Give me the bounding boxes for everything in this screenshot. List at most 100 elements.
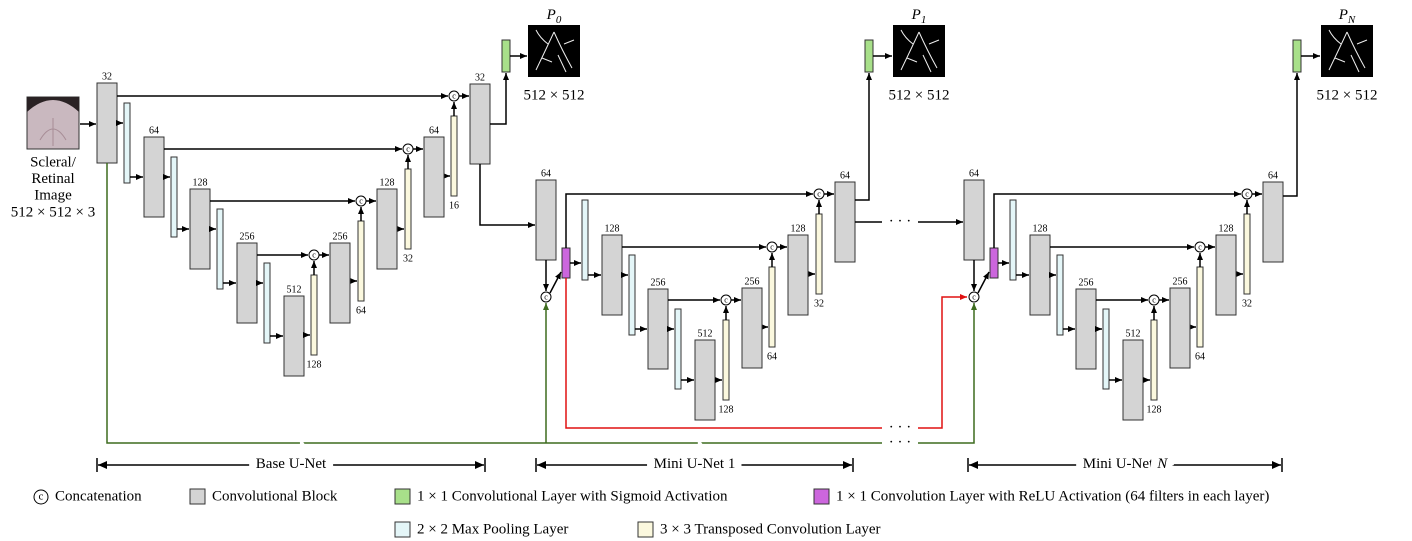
- conv-block: [96, 82, 118, 164]
- output-vessels: [1328, 29, 1368, 73]
- output-size: 512 × 512: [889, 87, 950, 103]
- block-label: 256: [1079, 277, 1094, 288]
- block-label: 32: [403, 253, 413, 264]
- block-label: 512: [287, 284, 302, 295]
- transposed-conv: [404, 168, 412, 250]
- input-label: Image: [34, 187, 72, 203]
- concat-symbol: c: [770, 242, 774, 251]
- sigmoid-conv: [501, 39, 511, 73]
- transposed-conv: [310, 274, 318, 356]
- conv-block: [694, 339, 716, 421]
- input-label: Scleral/: [30, 154, 77, 170]
- conv-block: [1075, 288, 1097, 370]
- conv-block: [787, 234, 809, 316]
- skip-line: [918, 303, 977, 444]
- concat-symbol: c: [1198, 242, 1202, 251]
- block-label: 64: [969, 168, 979, 179]
- output-size: 512 × 512: [524, 87, 585, 103]
- transposed-conv: [1196, 266, 1204, 348]
- legend-concat-icon: [33, 489, 49, 505]
- transposed-conv: [1243, 213, 1251, 295]
- legend-swatch: [813, 488, 830, 505]
- output-name: P: [911, 7, 921, 23]
- block-label: 128: [1033, 223, 1048, 234]
- concat-symbol: c: [406, 144, 410, 153]
- legend-concat-symbol: c: [39, 491, 44, 503]
- block-label: 128: [307, 359, 322, 370]
- concat-symbol: c: [544, 292, 548, 301]
- output-sub: 1: [921, 14, 927, 26]
- concat-symbol: c: [1152, 295, 1156, 304]
- block-label: 64: [840, 170, 850, 181]
- transposed-conv: [357, 220, 365, 302]
- conv-block: [143, 136, 165, 218]
- block-label: 256: [651, 277, 666, 288]
- input-image-shade: [27, 97, 79, 112]
- max-pool: [263, 262, 271, 344]
- concat-symbol: c: [972, 292, 976, 301]
- block-label: 64: [429, 125, 439, 136]
- legend-swatch: [394, 488, 411, 505]
- output-vessels: [900, 29, 940, 73]
- block-label: 128: [791, 223, 806, 234]
- legend-label: 1 × 1 Convolution Layer with ReLU Activa…: [836, 488, 1269, 504]
- conv-block: [283, 295, 305, 377]
- max-pool: [1056, 254, 1064, 336]
- skip-line: [106, 163, 882, 444]
- output-vessels: [535, 29, 575, 73]
- block-label: 128: [193, 177, 208, 188]
- conv-block: [469, 83, 491, 165]
- block-label: 256: [745, 276, 760, 287]
- concat-symbol: c: [724, 295, 728, 304]
- max-pool: [1009, 199, 1017, 281]
- max-pool: [216, 208, 224, 290]
- sigmoid-conv: [864, 39, 874, 73]
- relu-conv: [989, 247, 999, 279]
- transposed-conv: [450, 115, 458, 197]
- arrow: [490, 73, 509, 125]
- output-label: PN: [1338, 7, 1356, 25]
- conv-block: [963, 179, 985, 261]
- conv-block: [601, 234, 623, 316]
- block-label: 512: [1126, 328, 1141, 339]
- output-name: P: [1338, 7, 1348, 23]
- concat-symbol: c: [452, 91, 456, 100]
- concat-symbol: c: [1245, 189, 1249, 198]
- arrow: [855, 73, 872, 201]
- arrow: [549, 271, 562, 294]
- legend-swatch: [637, 521, 654, 538]
- block-label: 64: [767, 351, 777, 362]
- block-label: 32: [475, 72, 485, 83]
- max-pool: [581, 199, 589, 281]
- conv-block: [1122, 339, 1144, 421]
- block-label: 64: [1195, 351, 1205, 362]
- conv-block: [1169, 287, 1191, 369]
- max-pool: [1102, 308, 1110, 390]
- residual-line: [565, 278, 882, 429]
- max-pool: [674, 308, 682, 390]
- block-label: 32: [102, 71, 112, 82]
- legend-label: 1 × 1 Convolutional Layer with Sigmoid A…: [417, 488, 728, 504]
- conv-block: [1262, 181, 1284, 263]
- block-label: 64: [541, 168, 551, 179]
- block-label: 256: [240, 231, 255, 242]
- conv-block: [741, 287, 763, 369]
- block-label: 128: [605, 223, 620, 234]
- conv-block: [376, 188, 398, 270]
- conv-block: [535, 179, 557, 261]
- block-label: 256: [1173, 276, 1188, 287]
- block-label: 32: [814, 298, 824, 309]
- transposed-conv: [722, 319, 730, 401]
- relu-conv: [561, 247, 571, 279]
- sigmoid-conv: [1292, 39, 1302, 73]
- output-size: 512 × 512: [1317, 87, 1378, 103]
- output-label: P1: [911, 7, 927, 25]
- conv-block: [423, 136, 445, 218]
- block-label: 128: [1219, 223, 1234, 234]
- block-label: 256: [333, 231, 348, 242]
- input-image-vessel: [39, 118, 67, 146]
- block-label: 512: [698, 328, 713, 339]
- ellipsis: · · ·: [889, 434, 912, 450]
- legend-swatch: [394, 521, 411, 538]
